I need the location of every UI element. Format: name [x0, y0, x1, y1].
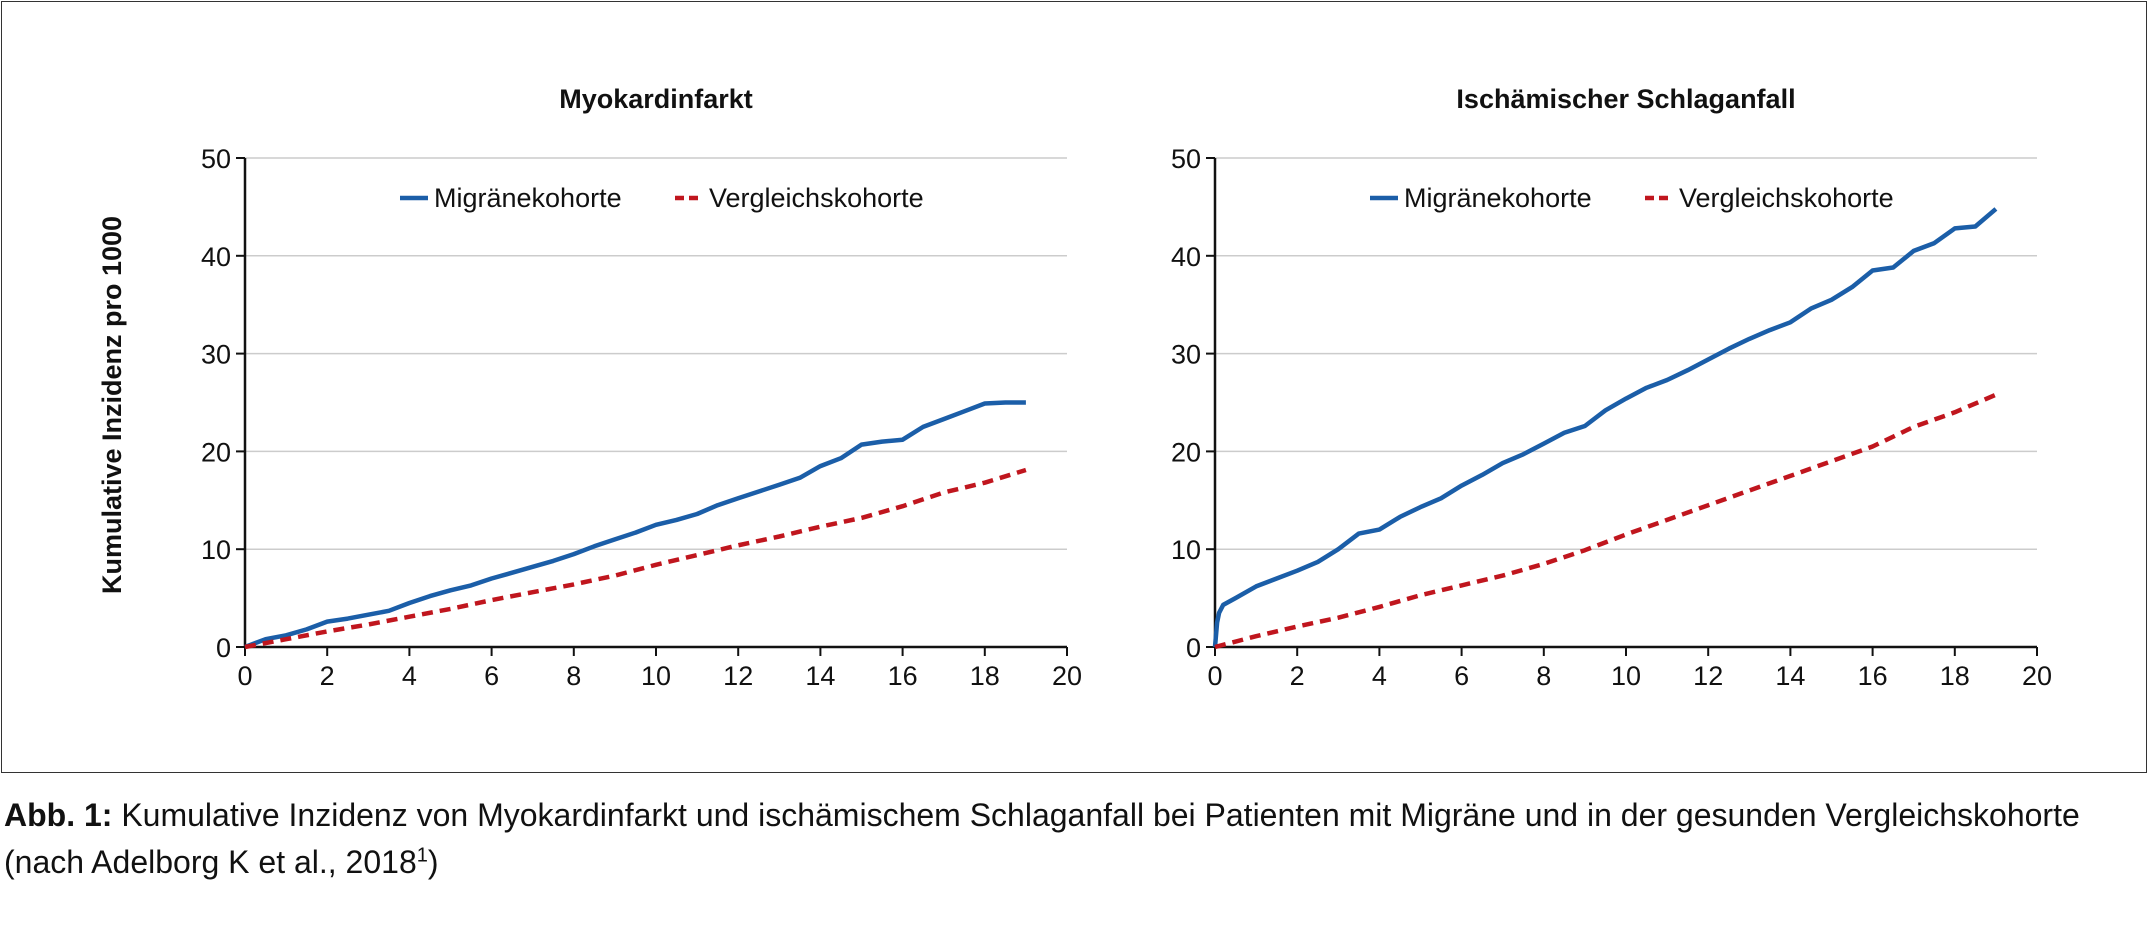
x-tick-label: 16 [888, 661, 918, 691]
series-line-migraenekohorte [1212, 207, 1998, 648]
x-tick-label: 14 [805, 661, 835, 691]
y-tick-label: 10 [201, 535, 231, 565]
series-line-vergleichskohorte [1214, 392, 1997, 650]
y-axis-label: Kumulative Inzidenz pro 1000 [97, 216, 127, 594]
x-tick-label: 16 [1858, 661, 1888, 691]
legend-label: Vergleichskohorte [1679, 183, 1894, 213]
legend-label: Migränekohorte [1404, 183, 1592, 213]
x-tick-label: 18 [1940, 661, 1970, 691]
x-tick-label: 6 [484, 661, 499, 691]
x-tick-label: 4 [402, 661, 417, 691]
y-tick-label: 20 [1171, 437, 1201, 467]
x-tick-label: 10 [641, 661, 671, 691]
chart-title: Myokardinfarkt [559, 84, 753, 114]
x-tick-label: 12 [1693, 661, 1723, 691]
caption-reference: 1 [416, 844, 428, 867]
y-tick-label: 0 [1186, 633, 1201, 663]
x-tick-label: 20 [1052, 661, 1082, 691]
caption-source: (nach Adelborg K et al., 2018 [4, 844, 417, 880]
y-tick-label: 30 [1171, 340, 1201, 370]
x-tick-label: 8 [1536, 661, 1551, 691]
chart-title: Ischämischer Schlaganfall [1456, 84, 1795, 114]
legend-label: Vergleichskohorte [709, 183, 924, 213]
x-tick-label: 8 [566, 661, 581, 691]
panel-myokardinfarkt: Myokardinfarkt 0 10 20 30 40 50 0 2 4 6 8 10 12 14 16 18… [201, 84, 1082, 691]
series-line-migraenekohorte [244, 400, 1026, 650]
caption-label: Abb. 1: [4, 797, 113, 833]
x-tick-label: 10 [1611, 661, 1641, 691]
x-tick-label: 0 [1207, 661, 1222, 691]
figure-caption: Abb. 1: Kumulative Inzidenz von Myokardi… [4, 792, 2124, 886]
caption-text: Kumulative Inzidenz von Myokardinfarkt u… [121, 797, 2080, 833]
x-tick-label: 14 [1775, 661, 1805, 691]
x-tick-label: 18 [970, 661, 1000, 691]
y-tick-label: 50 [1171, 144, 1201, 174]
x-tick-label: 4 [1372, 661, 1387, 691]
y-tick-label: 20 [201, 437, 231, 467]
x-tick-label: 2 [320, 661, 335, 691]
figure-frame [1, 1, 2147, 773]
legend-label: Migränekohorte [434, 183, 622, 213]
x-tick-label: 20 [2022, 661, 2052, 691]
y-tick-label: 0 [216, 633, 231, 663]
series-line-vergleichskohorte [244, 467, 1027, 650]
x-tick-label: 12 [723, 661, 753, 691]
x-tick-label: 6 [1454, 661, 1469, 691]
y-tick-label: 40 [201, 242, 231, 272]
y-tick-label: 10 [1171, 535, 1201, 565]
y-tick-label: 40 [1171, 242, 1201, 272]
caption-close: ) [427, 844, 439, 880]
panel-ischaemischer-schlaganfall: Ischämischer Schlaganfall 0 10 20 30 40 50 0 2 4 6… [1171, 84, 2052, 691]
y-tick-label: 30 [201, 340, 231, 370]
x-tick-label: 2 [1290, 661, 1305, 691]
x-tick-label: 0 [237, 661, 252, 691]
charts-svg: Kumulative Inzidenz pro 1000 Myokardinfa… [97, 84, 2052, 691]
y-tick-label: 50 [201, 144, 231, 174]
